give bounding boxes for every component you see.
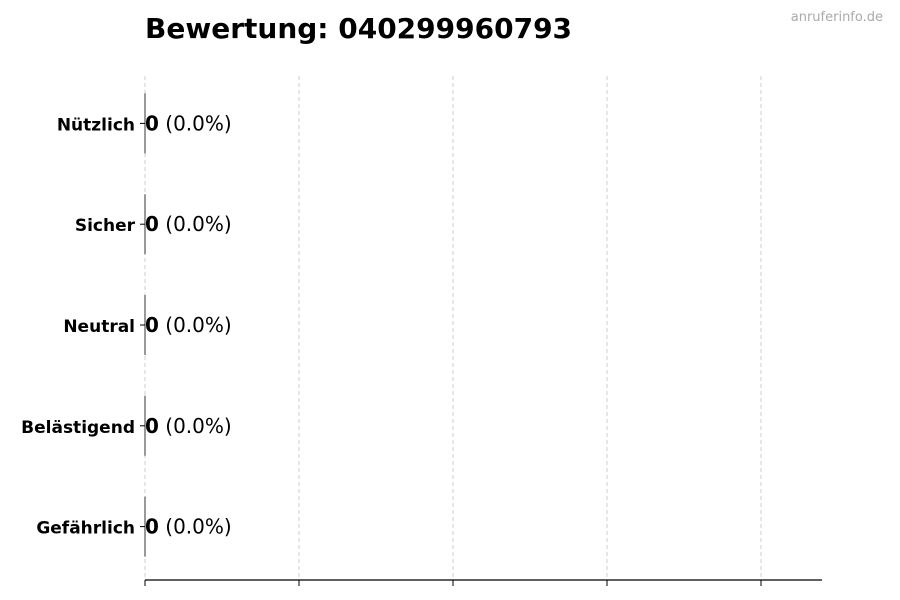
- chart-title: Bewertung: 040299960793: [145, 12, 573, 45]
- value-count: 0: [145, 111, 159, 135]
- category-label: Belästigend: [21, 418, 135, 438]
- category-label: Neutral: [63, 317, 135, 337]
- value-label: 0 (0.0%): [145, 414, 232, 438]
- value-label: 0 (0.0%): [145, 313, 232, 337]
- category-label: Nützlich: [57, 115, 135, 135]
- value-percent: (0.0%): [159, 111, 232, 135]
- value-count: 0: [145, 515, 159, 539]
- category-label: Gefährlich: [36, 519, 135, 539]
- value-label: 0 (0.0%): [145, 111, 232, 135]
- value-count: 0: [145, 313, 159, 337]
- value-percent: (0.0%): [159, 515, 232, 539]
- value-label: 0 (0.0%): [145, 212, 232, 236]
- value-count: 0: [145, 414, 159, 438]
- value-percent: (0.0%): [159, 212, 232, 236]
- watermark: anruferinfo.de: [790, 10, 883, 25]
- value-label: 0 (0.0%): [145, 515, 232, 539]
- value-percent: (0.0%): [159, 313, 232, 337]
- category-label: Sicher: [75, 216, 136, 236]
- value-percent: (0.0%): [159, 414, 232, 438]
- value-count: 0: [145, 212, 159, 236]
